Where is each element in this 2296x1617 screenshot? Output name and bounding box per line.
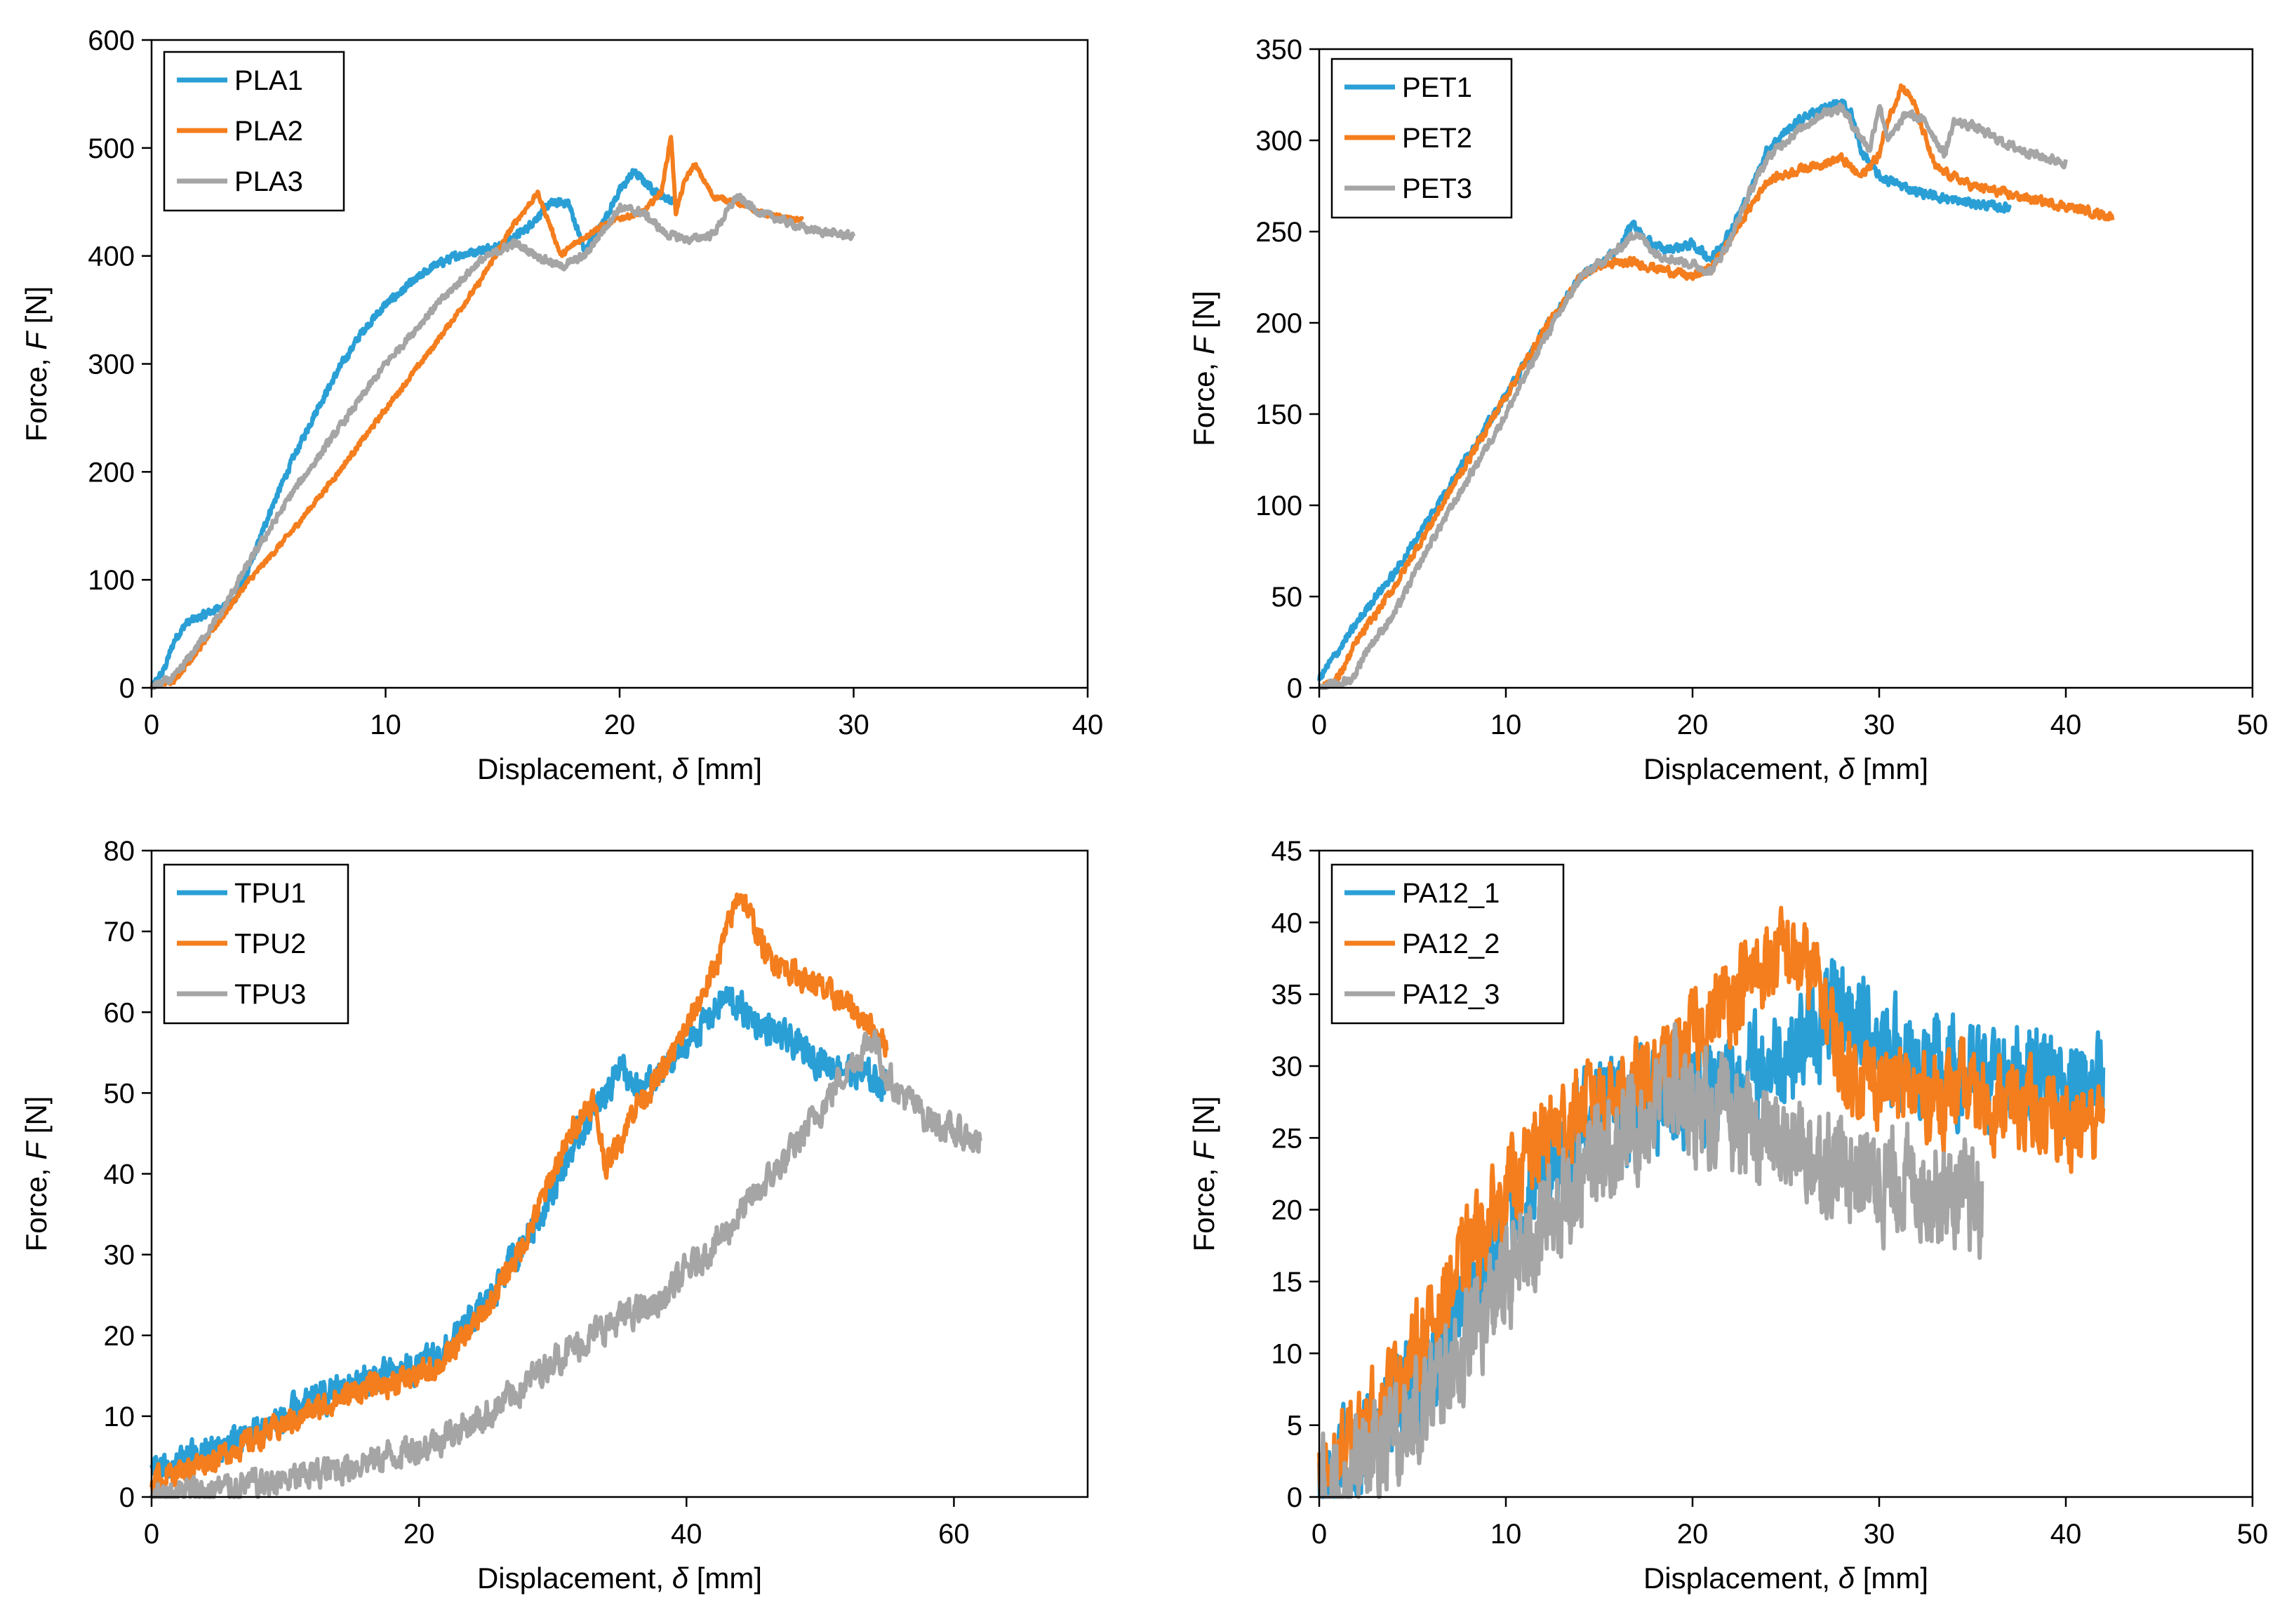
x-tick-label: 10 (1490, 1519, 1522, 1550)
y-tick-label: 600 (88, 25, 135, 56)
legend-label-pa12_3: PA12_3 (1402, 979, 1500, 1010)
x-tick-label: 30 (1864, 1519, 1895, 1550)
x-axis-label: Displacement, δ [mm] (477, 752, 762, 785)
series-line-pet3 (1317, 102, 2068, 690)
y-tick-label: 50 (1272, 582, 1303, 613)
x-tick-label: 0 (144, 710, 159, 740)
y-tick-label: 20 (1272, 1195, 1303, 1226)
y-tick-label: 45 (1272, 836, 1303, 867)
y-tick-label: 35 (1272, 980, 1303, 1011)
y-tick-label: 250 (1255, 217, 1302, 248)
y-tick-label: 25 (1272, 1123, 1303, 1154)
legend: PLA1 PLA2 PLA3 (163, 51, 345, 212)
y-tick-label: 10 (1272, 1338, 1303, 1369)
x-tick-label: 60 (938, 1519, 970, 1550)
y-tick-label: 0 (1287, 1482, 1302, 1513)
y-tick-label: 30 (104, 1240, 135, 1271)
chart-panel-3: 0 20 40 60 0 10 20 30 40 50 60 70 80 Displacement, δ … (20, 836, 1089, 1595)
x-tick-label: 10 (1490, 710, 1522, 740)
y-tick-label: 500 (88, 133, 135, 164)
series-line-pla3 (149, 192, 856, 690)
x-tick-label: 50 (2237, 710, 2269, 740)
series-line-pa12_2 (1317, 905, 2106, 1498)
y-tick-label: 300 (1255, 126, 1302, 157)
legend-label-pa12_2: PA12_2 (1402, 929, 1500, 959)
x-tick-label: 30 (838, 710, 869, 740)
x-tick-label: 50 (2237, 1519, 2269, 1550)
x-tick-label: 40 (1072, 710, 1104, 740)
y-axis-label: Force, F [N] (1187, 291, 1220, 446)
y-tick-label: 300 (88, 350, 135, 380)
y-tick-label: 0 (1287, 673, 1302, 704)
y-axis-label: Force, F [N] (20, 1096, 53, 1252)
legend-label-tpu1: TPU1 (234, 878, 306, 909)
series-line-tpu3 (149, 1029, 983, 1499)
x-tick-label: 20 (1677, 1519, 1709, 1550)
legend-label-tpu3: TPU3 (234, 979, 306, 1010)
series-line-tpu2 (149, 892, 889, 1493)
y-tick-label: 50 (104, 1078, 135, 1109)
legend-label-pla3: PLA3 (234, 166, 303, 197)
x-tick-label: 20 (1677, 710, 1709, 740)
y-tick-label: 60 (104, 997, 135, 1028)
y-tick-label: 100 (88, 565, 135, 596)
legend-label-pet3: PET3 (1402, 173, 1472, 204)
legend: TPU1 TPU2 TPU3 (163, 863, 349, 1025)
plot-frame (1318, 48, 2254, 689)
legend-label-pet1: PET1 (1402, 72, 1472, 103)
y-axis-label: Force, F [N] (20, 286, 53, 442)
legend: PET1 PET2 PET3 (1330, 58, 1513, 219)
y-tick-label: 15 (1272, 1267, 1303, 1298)
y-tick-label: 5 (1287, 1411, 1302, 1442)
y-tick-label: 200 (88, 457, 135, 488)
series-line-pet1 (1317, 98, 2012, 681)
y-tick-label: 40 (1272, 907, 1303, 938)
plot-frame (1318, 849, 2254, 1498)
x-tick-label: 20 (604, 710, 636, 740)
y-tick-label: 0 (119, 1482, 135, 1513)
chart-panel-2: 0 10 20 30 40 50 0 50 100 150 200 250 300 350 Displace… (1187, 34, 2268, 785)
legend-label-tpu2: TPU2 (234, 929, 306, 959)
x-axis-label: Displacement, δ [mm] (1643, 1562, 1928, 1595)
legend: PA12_1 PA12_2 PA12_3 (1330, 863, 1565, 1025)
y-tick-label: 80 (104, 836, 135, 867)
x-tick-label: 0 (1311, 1519, 1327, 1550)
legend-label-pet2: PET2 (1402, 123, 1472, 154)
x-tick-label: 20 (403, 1519, 435, 1550)
x-tick-label: 40 (671, 1519, 702, 1550)
series-line-pa12_3 (1317, 1022, 1984, 1499)
y-tick-label: 40 (104, 1159, 135, 1190)
y-tick-label: 0 (119, 673, 135, 704)
y-tick-label: 10 (104, 1402, 135, 1432)
series-line-pla2 (149, 135, 804, 690)
x-axis-label: Displacement, δ [mm] (477, 1562, 762, 1595)
x-tick-label: 40 (2050, 710, 2082, 740)
y-tick-label: 30 (1272, 1051, 1303, 1082)
y-tick-label: 70 (104, 917, 135, 947)
series-line-tpu1 (149, 985, 890, 1488)
x-tick-label: 40 (2050, 1519, 2082, 1550)
legend-label-pla2: PLA2 (234, 116, 303, 147)
chart-panel-1: 0 10 20 30 400100200300400500600Displacement… (20, 25, 1103, 785)
x-axis-label: Displacement, δ [mm] (1643, 752, 1928, 785)
y-tick-label: 350 (1255, 34, 1302, 65)
y-tick-label: 20 (104, 1321, 135, 1352)
x-tick-label: 10 (370, 710, 401, 740)
x-tick-label: 0 (144, 1519, 159, 1550)
y-tick-label: 150 (1255, 399, 1302, 430)
legend-label-pla1: PLA1 (234, 65, 303, 96)
y-tick-label: 100 (1255, 491, 1302, 521)
legend-label-pa12_1: PA12_1 (1402, 878, 1500, 909)
y-tick-label: 200 (1255, 308, 1302, 339)
x-tick-label: 30 (1864, 710, 1895, 740)
y-axis-label: Force, F [N] (1187, 1096, 1220, 1252)
chart-panel-4: 0 10 20 30 40 50 0 5 10 15 20 25 30 35 40 45 Displacemen… (1187, 836, 2268, 1595)
x-tick-label: 0 (1311, 710, 1327, 740)
y-tick-label: 400 (88, 241, 135, 272)
